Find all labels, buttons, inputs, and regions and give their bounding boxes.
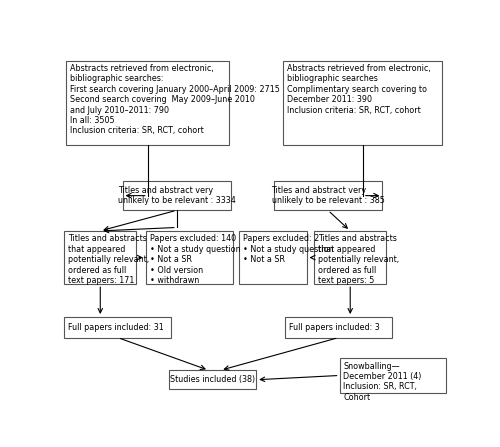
Bar <box>64 317 171 337</box>
Text: Titles and abstracts
that appeared
potentially relevant,
ordered as full
text pa: Titles and abstracts that appeared poten… <box>68 234 150 285</box>
Bar <box>64 231 136 284</box>
Bar <box>284 60 442 145</box>
Bar <box>314 231 386 284</box>
Bar <box>274 181 382 210</box>
Text: Snowballing—
December 2011 (4)
Inclusion: SR, RCT,
Cohort: Snowballing— December 2011 (4) Inclusion… <box>344 362 422 402</box>
Text: Titles and abstract very
unlikely to be relevant : 3334: Titles and abstract very unlikely to be … <box>118 186 236 205</box>
Text: Papers excluded: 2
• Not a study question
• Not a SR: Papers excluded: 2 • Not a study questio… <box>242 234 334 264</box>
Text: Full papers included: 31: Full papers included: 31 <box>68 323 164 332</box>
Text: Full papers included: 3: Full papers included: 3 <box>289 323 380 332</box>
Text: Titles and abstract very
unlikely to be relevant : 385: Titles and abstract very unlikely to be … <box>272 186 384 205</box>
Bar <box>66 60 229 145</box>
Bar <box>340 358 446 392</box>
Bar <box>239 231 306 284</box>
Bar <box>286 317 392 337</box>
Text: Abstracts retrieved from electronic,
bibliographic searches
Complimentary search: Abstracts retrieved from electronic, bib… <box>287 64 431 114</box>
Text: Titles and abstracts
that appeared
potentially relevant,
ordered as full
text pa: Titles and abstracts that appeared poten… <box>318 234 400 285</box>
Bar <box>122 181 231 210</box>
Text: Studies included (38): Studies included (38) <box>170 375 255 384</box>
Text: Abstracts retrieved from electronic,
bibliographic searches:
First search coveri: Abstracts retrieved from electronic, bib… <box>70 64 280 135</box>
Bar <box>169 370 256 389</box>
Bar <box>146 231 233 284</box>
Text: Papers excluded: 140
• Not a study question
• Not a SR
• Old version
• withdrawn: Papers excluded: 140 • Not a study quest… <box>150 234 240 285</box>
